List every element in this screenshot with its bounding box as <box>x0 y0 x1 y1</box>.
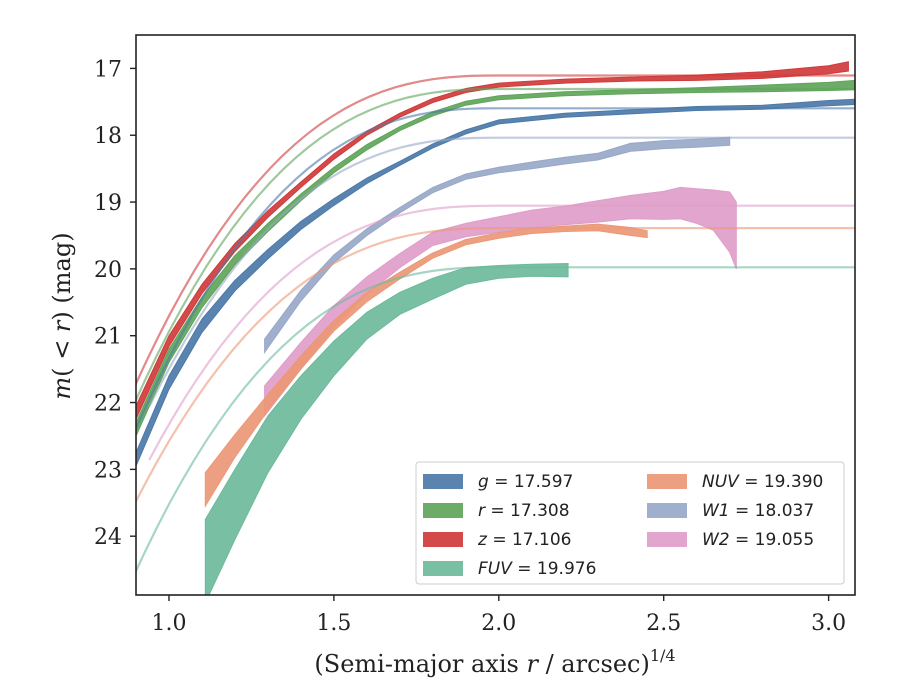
legend-swatch-fuv <box>423 561 463 576</box>
legend: g = 17.597 r = 17.308 z = 17.106 FUV = 19.9… <box>415 461 845 585</box>
model-curve-w2 <box>148 204 855 461</box>
y-axis-label-open: ( <box>48 367 76 376</box>
y-axis-label-var: r <box>48 319 76 332</box>
x-axis-label-exponent: 1/4 <box>650 646 676 665</box>
y-tick-label: 22 <box>94 392 122 417</box>
legend-label-g: g = 17.597 <box>478 472 573 492</box>
series-band-w1 <box>264 136 731 354</box>
series-band-nuv <box>204 223 648 508</box>
series-ribbons <box>136 61 855 595</box>
y-axis-label: m( < r) (mag) <box>48 232 76 399</box>
legend-swatch-w2 <box>647 532 687 547</box>
series-band-z <box>136 61 849 420</box>
x-tick-label: 1.0 <box>151 611 186 636</box>
model-curves <box>136 74 855 574</box>
x-tick-label: 1.5 <box>316 611 351 636</box>
y-tick-label: 17 <box>94 57 122 82</box>
legend-swatch-z <box>423 532 463 547</box>
model-curve-g <box>136 107 855 432</box>
y-tick-label: 20 <box>94 258 122 283</box>
model-curve-fuv <box>136 266 855 574</box>
legend-label-r: r = 17.308 <box>478 501 570 521</box>
y-axis: 17 18 19 20 21 22 23 24 <box>94 57 136 550</box>
x-axis-label-tail: / arcsec) <box>538 650 650 678</box>
plot-frame <box>135 34 856 596</box>
x-axis: 1.0 1.5 2.0 2.5 3.0 <box>151 595 846 636</box>
x-axis-label-main: (Semi-major axis <box>314 650 526 678</box>
y-axis-label-lt: < <box>48 332 76 367</box>
legend-label-fuv: FUV = 19.976 <box>478 559 596 579</box>
legend-swatch-w1 <box>647 503 687 518</box>
legend-label-nuv: NUV = 19.390 <box>702 472 823 492</box>
y-tick-label: 24 <box>94 525 122 550</box>
y-axis-label-close: ) (mag) <box>48 232 76 320</box>
series-band-g <box>136 98 855 467</box>
x-tick-label: 3.0 <box>811 611 846 636</box>
legend-swatch-nuv <box>647 474 687 489</box>
model-curve-nuv <box>136 227 855 504</box>
series-band-w2 <box>264 186 737 418</box>
legend-label-w1: W1 = 18.037 <box>702 501 814 521</box>
legend-box <box>415 461 845 585</box>
series-band-r <box>136 79 855 437</box>
y-tick-label: 19 <box>94 191 122 216</box>
model-curve-r <box>136 87 855 403</box>
x-axis-label-var: r <box>526 650 539 678</box>
model-curve-w1 <box>148 136 855 408</box>
model-curve-z <box>136 74 855 387</box>
y-tick-label: 21 <box>94 325 122 350</box>
legend-label-w2: W2 = 19.055 <box>702 530 814 550</box>
y-tick-label: 18 <box>94 124 122 149</box>
y-axis-label-main: m <box>48 377 76 400</box>
x-tick-label: 2.0 <box>481 611 516 636</box>
y-tick-label: 23 <box>94 458 122 483</box>
series-band-fuv <box>204 262 569 595</box>
legend-swatch-g <box>423 474 463 489</box>
legend-swatch-r <box>423 503 463 518</box>
legend-label-z: z = 17.106 <box>477 530 571 550</box>
x-tick-label: 2.5 <box>646 611 681 636</box>
x-axis-label: (Semi-major axis r / arcsec)1/4 <box>314 646 675 678</box>
